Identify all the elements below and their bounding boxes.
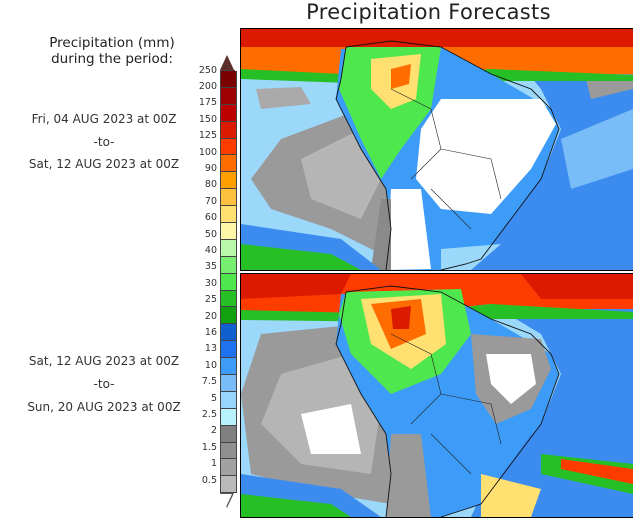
colorbar-bin <box>219 408 237 426</box>
colorbar-tick-label: 80 <box>204 179 217 191</box>
colorbar-bin <box>219 290 237 308</box>
colorbar-tick-label: 0.5 <box>201 474 217 486</box>
legend-title: Precipitation (mm) during the period: <box>22 35 202 67</box>
page-title: Precipitation Forecasts <box>306 0 551 24</box>
colorbar-under-triangle <box>219 493 234 509</box>
colorbar-tick-label: 2.5 <box>201 408 217 420</box>
colorbar: 250 200 175 150 125 100 90 80 70 60 50 40 35 30 25 20 16… <box>199 55 239 509</box>
colorbar-tick-label: 1 <box>210 458 217 470</box>
colorbar-bin <box>219 71 237 88</box>
forecast-map-period1 <box>240 28 633 271</box>
colorbar-bin <box>219 476 237 494</box>
colorbar-bin <box>219 256 237 274</box>
colorbar-tick-label: 250 <box>198 64 217 76</box>
colorbar-bin <box>219 341 237 359</box>
colorbar-tick-label: 20 <box>204 310 217 322</box>
colorbar-bin <box>219 391 237 409</box>
colorbar-bin <box>219 273 237 291</box>
colorbar-bin <box>219 442 237 460</box>
period1-end: Sat, 12 AUG 2023 at 00Z <box>28 157 180 171</box>
colorbar-tick-label: 35 <box>204 261 217 273</box>
colorbar-tick-label: 13 <box>204 343 217 355</box>
colorbar-tick-label: 70 <box>204 195 217 207</box>
colorbar-tick-label: 40 <box>204 244 217 256</box>
colorbar-bin <box>219 307 237 325</box>
colorbar-bin <box>219 239 237 257</box>
forecast-map-period2 <box>240 273 633 518</box>
colorbar-tick-label: 10 <box>204 359 217 371</box>
colorbar-bin <box>219 206 237 224</box>
colorbar-bin <box>219 87 237 105</box>
colorbar-bin <box>219 358 237 376</box>
period2-separator: -to- <box>93 377 115 391</box>
colorbar-tick-label: 90 <box>204 162 217 174</box>
colorbar-tick-label: 125 <box>198 130 217 142</box>
colorbar-bin <box>219 324 237 342</box>
period2-start: Sat, 12 AUG 2023 at 00Z <box>28 354 180 368</box>
colorbar-tick-label: 150 <box>198 113 217 125</box>
colorbar-bin <box>219 223 237 240</box>
colorbar-bin <box>219 459 237 477</box>
colorbar-bin <box>219 121 237 139</box>
colorbar-bin <box>219 425 237 443</box>
colorbar-tick-label: 5 <box>210 392 217 404</box>
colorbar-bin <box>219 189 237 207</box>
legend-title-line2: during the period: <box>51 51 173 67</box>
colorbar-bin <box>219 155 237 173</box>
colorbar-tick-label: 16 <box>204 326 217 338</box>
colorbar-tick-label: 30 <box>204 277 217 289</box>
colorbar-tick-label: 200 <box>198 80 217 92</box>
legend-title-line1: Precipitation (mm) <box>49 35 175 51</box>
colorbar-tick-label: 1.5 <box>201 441 217 453</box>
colorbar-tick-label: 100 <box>198 146 217 158</box>
colorbar-bin <box>219 375 237 392</box>
period1-separator: -to- <box>93 135 115 149</box>
colorbar-tick-label: 2 <box>210 425 217 437</box>
period1-start: Fri, 04 AUG 2023 at 00Z <box>31 112 177 126</box>
colorbar-tick-label: 7.5 <box>201 376 217 388</box>
period2-end: Sun, 20 AUG 2023 at 00Z <box>27 400 181 414</box>
colorbar-bin <box>219 138 237 156</box>
colorbar-tick-label: 60 <box>204 212 217 224</box>
colorbar-tick-label: 50 <box>204 228 217 240</box>
colorbar-bin <box>219 104 237 122</box>
colorbar-over-triangle <box>220 55 234 70</box>
colorbar-bin <box>219 172 237 190</box>
colorbar-tick-label: 25 <box>204 294 217 306</box>
colorbar-tick-label: 175 <box>198 97 217 109</box>
